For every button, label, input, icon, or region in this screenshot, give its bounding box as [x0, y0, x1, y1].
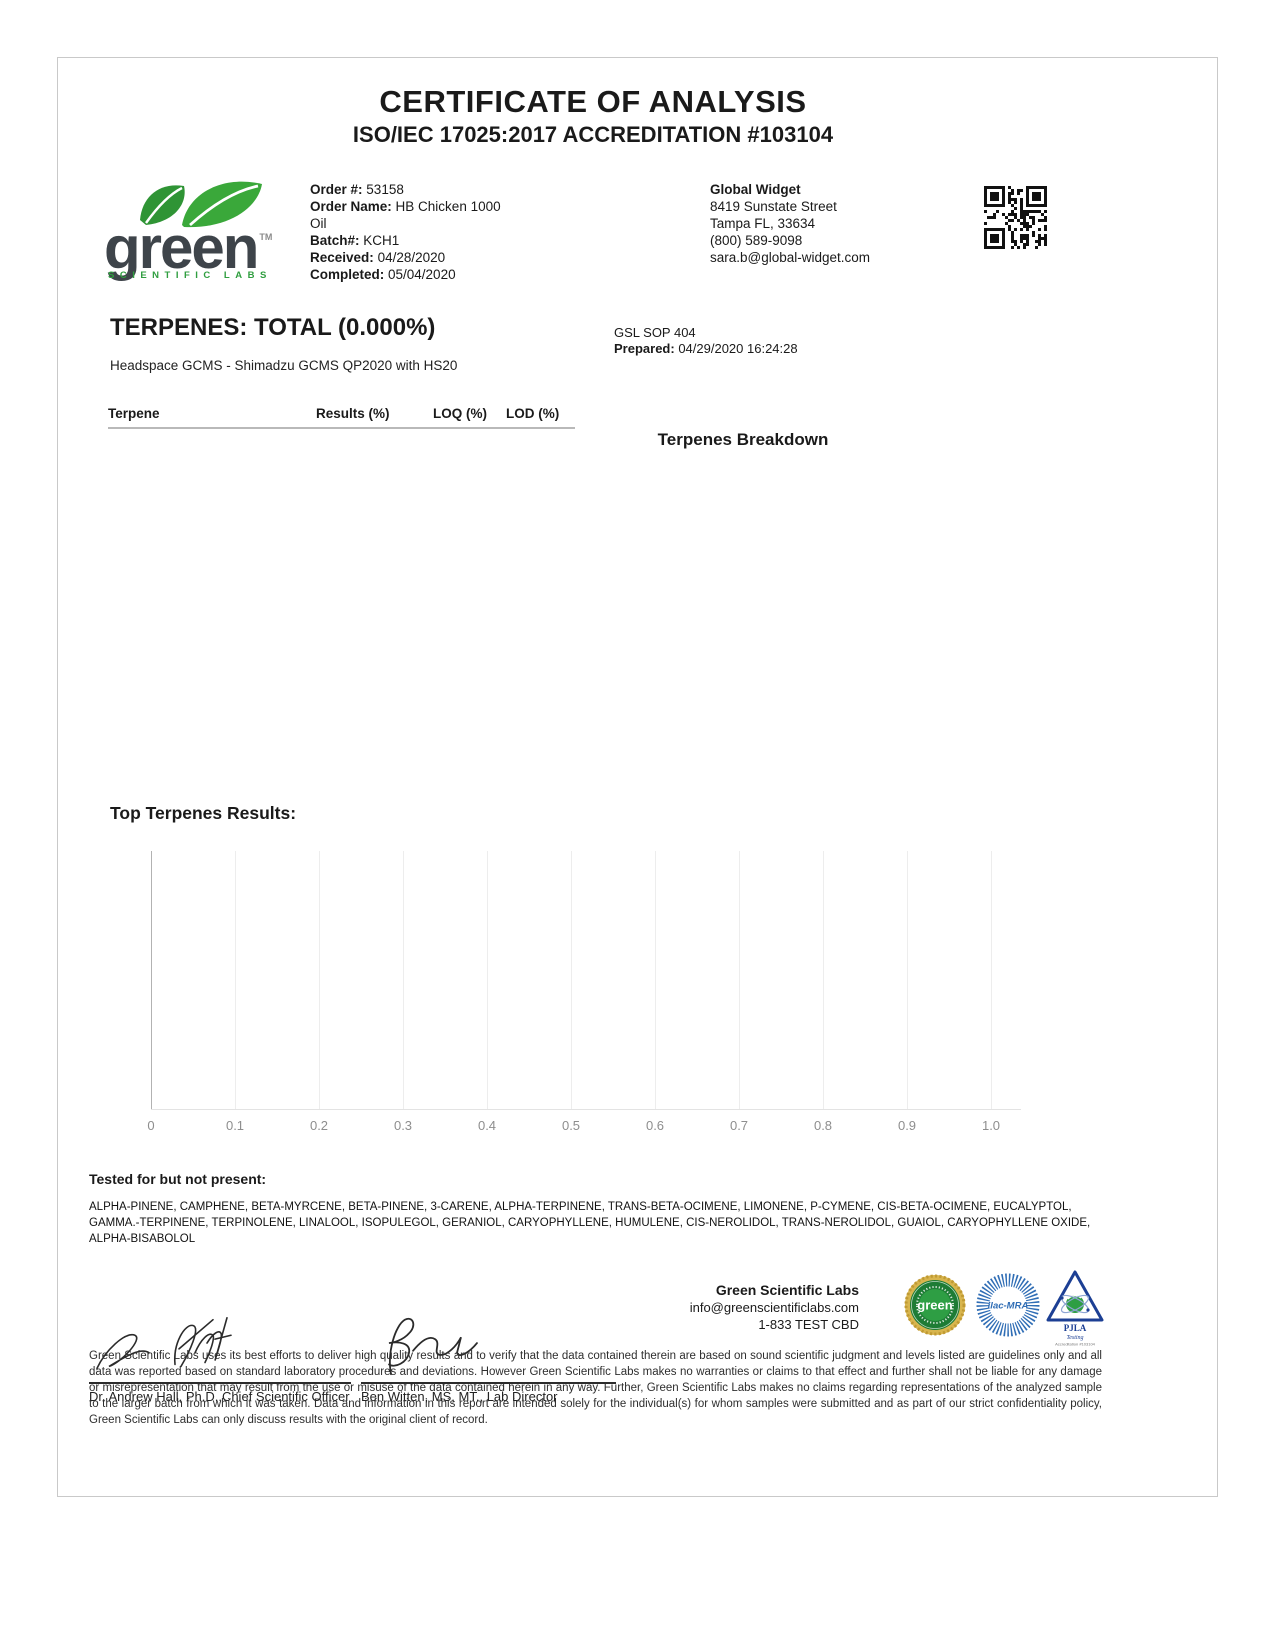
chart-gridline	[319, 851, 320, 1109]
order-number-line: Order #: 53158	[310, 181, 515, 198]
lab-phone: 1-833 TEST CBD	[758, 1317, 859, 1332]
x-axis-tick-label: 0.7	[729, 1118, 749, 1133]
order-name-value: HB Chicken 1000 Oil	[310, 199, 501, 231]
order-number-label: Order #:	[310, 182, 363, 197]
prepared-label: Prepared:	[614, 341, 675, 356]
tested-not-present-list: ALPHA-PINENE, CAMPHENE, BETA-MYRCENE, BE…	[89, 1201, 1091, 1245]
method-description: Headspace GCMS - Shimadzu GCMS QP2020 wi…	[110, 358, 458, 373]
column-header-lod: LOD (%)	[506, 406, 560, 421]
x-axis-tick-label: 0.2	[309, 1118, 329, 1133]
x-axis-tick-label: 0.5	[561, 1118, 581, 1133]
chart-gridline	[151, 851, 152, 1109]
accreditation-subtitle: ISO/IEC 17025:2017 ACCREDITATION #103104	[352, 122, 834, 147]
table-header-rule	[108, 427, 575, 429]
lab-email: info@greenscientificlabs.com	[689, 1300, 859, 1315]
leaf-icon	[140, 181, 262, 228]
pjla-name: PJLA	[1064, 1323, 1087, 1333]
prepared-value: 04/29/2020 16:24:28	[678, 341, 798, 356]
signature-lab-director	[361, 1317, 616, 1384]
page-title: CERTIFICATE OF ANALYSIS	[379, 84, 807, 119]
top-terpenes-chart: 0 0.1 0.2 0.3 0.4 0.5 0.6 0.7 0.8 0.9 1.0	[147, 851, 1021, 1133]
chart-gridline	[907, 851, 908, 1109]
signature-cso	[89, 1316, 351, 1384]
terpenes-breakdown-title: Terpenes Breakdown	[657, 430, 829, 449]
x-axis-tick-label: 0.6	[645, 1118, 665, 1133]
client-name: Global Widget	[710, 181, 960, 198]
x-axis-tick-label: 1.0	[981, 1118, 1001, 1133]
ilac-mra-badge: ilac-MRA	[976, 1273, 1040, 1342]
signature-block-cso: Dr. Andrew Hall, Ph.D.,Chief Scientific …	[89, 1308, 351, 1404]
seal-word: green	[917, 1298, 952, 1313]
chart-gridline	[991, 851, 992, 1109]
trademark-symbol: TM	[259, 232, 273, 242]
table-header-row: Terpene Results (%) LOQ (%) LOD (%)	[108, 406, 575, 427]
signature-title-lab-director: Ben Witten, MS, MT., Lab Director	[361, 1389, 558, 1404]
pjla-sub: Testing	[1066, 1335, 1083, 1341]
green-certified-seal: green	[903, 1273, 967, 1342]
top-terpenes-title: Top Terpenes Results:	[110, 803, 297, 823]
logo-word-text: green	[104, 214, 259, 281]
order-info-block: Order #: 53158 Order Name: HB Chicken 10…	[310, 181, 515, 283]
column-header-results: Results (%)	[316, 406, 390, 421]
client-email: sara.b@global-widget.com	[710, 250, 871, 265]
signature-title-cso: Dr. Andrew Hall, Ph.D.,Chief Scientific …	[89, 1389, 350, 1404]
received-label: Received:	[310, 250, 374, 265]
certificate-page: CERTIFICATE OF ANALYSIS ISO/IEC 17025:20…	[57, 57, 1218, 1497]
completed-line: Completed: 05/04/2020	[310, 266, 515, 283]
signature-block-lab-director: Ben Witten, MS, MT., Lab Director	[361, 1308, 616, 1404]
order-name-label: Order Name:	[310, 199, 392, 214]
x-axis-tick-label: 0.1	[225, 1118, 245, 1133]
terpenes-total-title: TERPENES: TOTAL (0.000%)	[110, 314, 436, 341]
x-axis-tick-label: 0.4	[477, 1118, 497, 1133]
chart-gridline	[235, 851, 236, 1109]
column-header-terpene: Terpene	[108, 406, 160, 421]
x-axis-tick-label: 0.3	[393, 1118, 413, 1133]
column-header-loq: LOQ (%)	[433, 406, 487, 421]
completed-value: 05/04/2020	[388, 267, 456, 282]
chart-gridline	[403, 851, 404, 1109]
received-value: 04/28/2020	[377, 250, 446, 265]
prepared-line: Prepared: 04/29/2020 16:24:28	[614, 341, 798, 357]
order-name-line: Order Name: HB Chicken 1000 Oil	[310, 198, 515, 232]
lab-name: Green Scientific Labs	[715, 1282, 859, 1298]
chart-gridline	[655, 851, 656, 1109]
client-address2: Tampa FL, 33634	[710, 216, 816, 231]
terpene-results-table: Terpene Results (%) LOQ (%) LOD (%)	[108, 406, 575, 429]
batch-value: KCH1	[363, 233, 400, 248]
chart-gridline	[487, 851, 488, 1109]
pjla-badge: PJLA Testing Accreditation #103104	[1044, 1268, 1106, 1353]
client-info-block: Global Widget 8419 Sunstate Street Tampa…	[710, 181, 960, 266]
ilac-mra-label: ilac-MRA	[988, 1301, 1029, 1312]
logo-tagline: SCIENTIFIC LABS	[108, 270, 272, 281]
client-name-text: Global Widget	[710, 182, 801, 197]
disclaimer-text: Green Scientific Labs uses its best effo…	[89, 1350, 1102, 1426]
sop-block: GSL SOP 404 Prepared: 04/29/2020 16:24:2…	[614, 325, 798, 357]
batch-line: Batch#: KCH1	[310, 232, 515, 249]
chart-gridline	[823, 851, 824, 1109]
logo-wordmark: green TM	[104, 208, 273, 278]
pjla-accreditation: Accreditation #103104	[1055, 1342, 1096, 1347]
qr-code	[984, 186, 1047, 249]
green-scientific-labs-logo: green TM SCIENTIFIC LABS	[104, 178, 304, 283]
x-axis-tick-label: 0.9	[897, 1118, 917, 1133]
terpenes-breakdown-chart-area	[458, 458, 1018, 788]
chart-gridline	[739, 851, 740, 1109]
order-number-value: 53158	[366, 182, 404, 197]
completed-label: Completed:	[310, 267, 385, 282]
tested-not-present-title: Tested for but not present:	[89, 1171, 267, 1187]
sop-number: GSL SOP 404	[614, 325, 696, 340]
x-axis-line	[151, 1109, 1021, 1110]
batch-label: Batch#:	[310, 233, 360, 248]
received-line: Received: 04/28/2020	[310, 249, 515, 266]
chart-gridline	[571, 851, 572, 1109]
client-address1: 8419 Sunstate Street	[710, 199, 837, 214]
x-axis-tick-label: 0	[147, 1118, 155, 1133]
lab-contact-block: Green Scientific Labs info@greenscientif…	[589, 1282, 859, 1333]
x-axis-tick-label: 0.8	[813, 1118, 833, 1133]
client-phone: (800) 589-9098	[710, 233, 803, 248]
